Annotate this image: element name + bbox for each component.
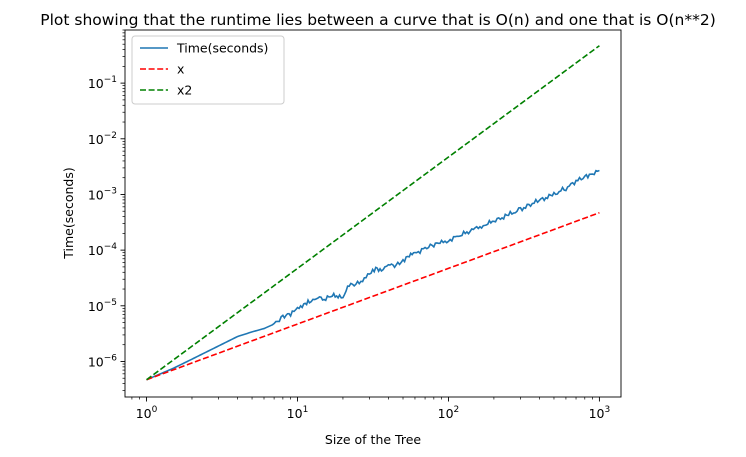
x-axis-label: Size of the Tree (325, 432, 421, 447)
tick-label-exponent: −2 (104, 131, 117, 141)
y-tick-label: 10−1 (88, 75, 117, 91)
svg-text:10−5: 10−5 (88, 298, 117, 314)
x-tick-label: 100 (136, 405, 158, 421)
legend-label-1: Time(seconds) (176, 41, 268, 56)
tick-label-exponent: −3 (104, 186, 117, 196)
tick-label-exponent: 1 (303, 405, 309, 415)
y-tick-label: 10−6 (88, 353, 117, 369)
series-line-2 (146, 211, 600, 381)
series-line-3 (146, 45, 600, 381)
tick-label-base: 10 (136, 406, 152, 421)
svg-text:10−1: 10−1 (88, 75, 117, 91)
svg-text:103: 103 (589, 405, 611, 421)
y-tick-label: 10−5 (88, 298, 117, 314)
x-tick-label: 102 (438, 405, 460, 421)
svg-text:101: 101 (287, 405, 309, 421)
tick-label-base: 10 (88, 187, 104, 202)
x-tick-label: 103 (589, 405, 611, 421)
y-tick-label: 10−4 (88, 242, 117, 258)
y-tick-label: 10−3 (88, 186, 117, 202)
y-axis-label: Time(seconds) (61, 167, 76, 259)
tick-label-exponent: −4 (104, 242, 118, 252)
tick-label-exponent: 3 (604, 405, 610, 415)
svg-text:10−4: 10−4 (88, 242, 117, 258)
legend-label-3: x2 (177, 83, 192, 98)
svg-text:100: 100 (136, 405, 158, 421)
series-line-1 (146, 169, 600, 381)
x-axis: 100 101 102 103 (131, 397, 611, 421)
tick-label-base: 10 (88, 243, 104, 258)
svg-text:10−2: 10−2 (88, 131, 117, 147)
tick-label-exponent: −1 (104, 75, 117, 85)
tick-label-base: 10 (438, 406, 454, 421)
svg-text:10−3: 10−3 (88, 186, 117, 202)
tick-label-exponent: −6 (104, 353, 118, 363)
tick-label-base: 10 (88, 354, 104, 369)
legend: Time(seconds) x x2 (131, 35, 285, 105)
tick-label-base: 10 (88, 299, 104, 314)
series-layer (146, 45, 600, 381)
svg-text:102: 102 (438, 405, 460, 421)
chart-title: Plot showing that the runtime lies betwe… (40, 11, 716, 29)
y-axis: 10−610−510−410−310−210−1 (88, 29, 125, 391)
legend-label-2: x (177, 62, 184, 77)
x-tick-label: 101 (287, 405, 309, 421)
tick-label-base: 10 (287, 406, 303, 421)
tick-label-base: 10 (88, 76, 104, 91)
tick-label-exponent: −5 (104, 298, 117, 308)
tick-label-exponent: 2 (454, 405, 460, 415)
tick-label-exponent: 0 (152, 405, 158, 415)
svg-text:10−6: 10−6 (88, 353, 117, 369)
y-tick-label: 10−2 (88, 131, 117, 147)
tick-label-base: 10 (589, 406, 605, 421)
legend-box (131, 35, 285, 105)
tick-label-base: 10 (88, 132, 104, 147)
